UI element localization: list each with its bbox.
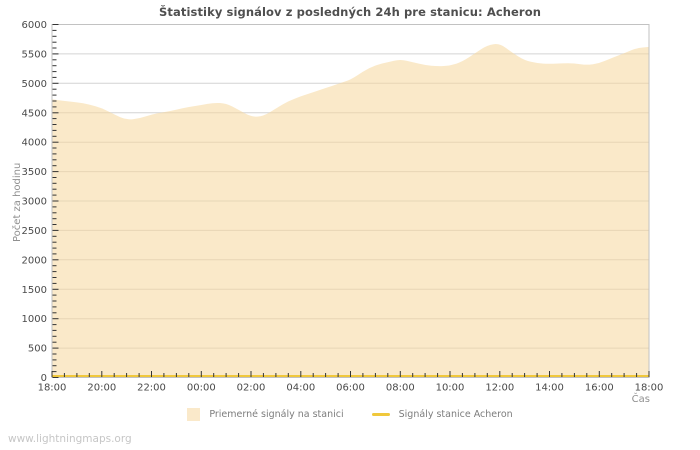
x-tick-labels: 18:00 20:00 22:00 00:00 02:00 04:00 06:00 08:00… bbox=[38, 383, 664, 394]
x-axis-label: Čas bbox=[631, 394, 650, 405]
svg-text:00:00: 00:00 bbox=[187, 383, 216, 394]
svg-text:1000: 1000 bbox=[22, 314, 47, 325]
svg-text:3000: 3000 bbox=[22, 197, 47, 208]
svg-text:14:00: 14:00 bbox=[535, 383, 564, 394]
svg-text:6000: 6000 bbox=[22, 20, 47, 31]
svg-text:2500: 2500 bbox=[22, 226, 47, 237]
svg-text:16:00: 16:00 bbox=[585, 383, 614, 394]
y-axis-label: Počet za hodinu bbox=[12, 162, 23, 242]
plot-border bbox=[51, 24, 650, 378]
svg-text:2000: 2000 bbox=[22, 255, 47, 266]
svg-text:10:00: 10:00 bbox=[436, 383, 465, 394]
svg-text:5500: 5500 bbox=[22, 49, 47, 60]
svg-text:12:00: 12:00 bbox=[485, 383, 514, 394]
svg-text:500: 500 bbox=[28, 344, 47, 355]
legend-label-station-signals: Signály stanice Acheron bbox=[398, 409, 513, 420]
chart-title: Štatistiky signálov z posledných 24h pre… bbox=[159, 5, 541, 19]
svg-text:08:00: 08:00 bbox=[386, 383, 415, 394]
svg-text:18:00: 18:00 bbox=[635, 383, 664, 394]
average-signals-area bbox=[52, 44, 649, 378]
watermark-text: www.lightningmaps.org bbox=[8, 433, 132, 445]
axis-ticks bbox=[51, 24, 650, 378]
svg-text:06:00: 06:00 bbox=[336, 383, 365, 394]
svg-text:18:00: 18:00 bbox=[38, 383, 67, 394]
svg-text:20:00: 20:00 bbox=[87, 383, 116, 394]
legend: Priemerné signály na stanici Signály sta… bbox=[0, 408, 700, 421]
svg-text:02:00: 02:00 bbox=[237, 383, 266, 394]
svg-text:3500: 3500 bbox=[22, 167, 47, 178]
svg-text:4000: 4000 bbox=[22, 138, 47, 149]
svg-text:1500: 1500 bbox=[22, 285, 47, 296]
svg-text:4500: 4500 bbox=[22, 108, 47, 119]
legend-area-swatch-icon bbox=[187, 408, 201, 421]
y-tick-labels: 0 500 1000 1500 2000 2500 3000 3500 4000 4500 5000… bbox=[22, 20, 47, 384]
svg-text:04:00: 04:00 bbox=[286, 383, 315, 394]
legend-line-swatch-icon bbox=[371, 413, 390, 416]
svg-text:22:00: 22:00 bbox=[137, 383, 166, 394]
svg-text:5000: 5000 bbox=[22, 79, 47, 90]
svg-text:0: 0 bbox=[41, 373, 47, 384]
legend-label-average-signals: Priemerné signály na stanici bbox=[209, 409, 344, 420]
